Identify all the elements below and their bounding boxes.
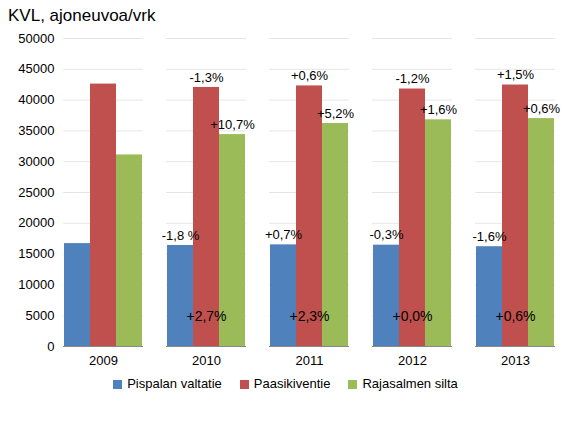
html-text:Pispalan valtatie: Pispalan valtatie [127,376,222,391]
svg-text:+0,6%: +0,6% [291,68,329,83]
svg-text:2013: 2013 [501,353,530,368]
svg-text:+1,5%: +1,5% [497,67,535,82]
svg-text:10000: 10000 [18,277,54,292]
svg-text:2009: 2009 [89,353,118,368]
svg-text:15000: 15000 [18,246,54,261]
svg-text:5000: 5000 [26,308,55,323]
svg-text:+2,7%: +2,7% [186,308,226,324]
svg-text:0: 0 [47,339,54,354]
svg-text:+0,0%: +0,0% [392,308,432,324]
svg-text:2011: 2011 [296,353,324,368]
html-text:KVL, ajoneuvoa/vrk: KVL, ajoneuvoa/vrk [8,6,156,25]
svg-text:2010: 2010 [192,353,221,368]
svg-text:-1,6%: -1,6% [473,229,507,244]
svg-text:35000: 35000 [18,123,54,138]
svg-text:+0,6%: +0,6% [495,308,535,324]
html-text:Rajasalmen silta: Rajasalmen silta [362,376,458,391]
svg-text:+2,3%: +2,3% [289,308,329,324]
svg-text:-1,8 %: -1,8 % [162,228,200,243]
svg-text:25000: 25000 [18,185,54,200]
svg-text:+5,2%: +5,2% [317,106,355,121]
svg-text:-0,3%: -0,3% [370,227,404,242]
svg-text:-1,3%: -1,3% [190,70,224,85]
svg-text:2012: 2012 [398,353,427,368]
svg-text:50000: 50000 [18,31,54,46]
svg-text:20000: 20000 [18,215,54,230]
html-text:Paasikiventie: Paasikiventie [253,376,331,391]
svg-text:45000: 45000 [18,61,54,76]
svg-text:+0,6%: +0,6% [523,101,561,116]
svg-text:+0,7%: +0,7% [265,227,303,242]
svg-text:+1,6%: +1,6% [420,102,458,117]
svg-text:40000: 40000 [18,92,54,107]
svg-text:30000: 30000 [18,154,54,169]
svg-text:-1,2%: -1,2% [396,71,430,86]
svg-text:+10,7%: +10,7% [210,117,255,132]
